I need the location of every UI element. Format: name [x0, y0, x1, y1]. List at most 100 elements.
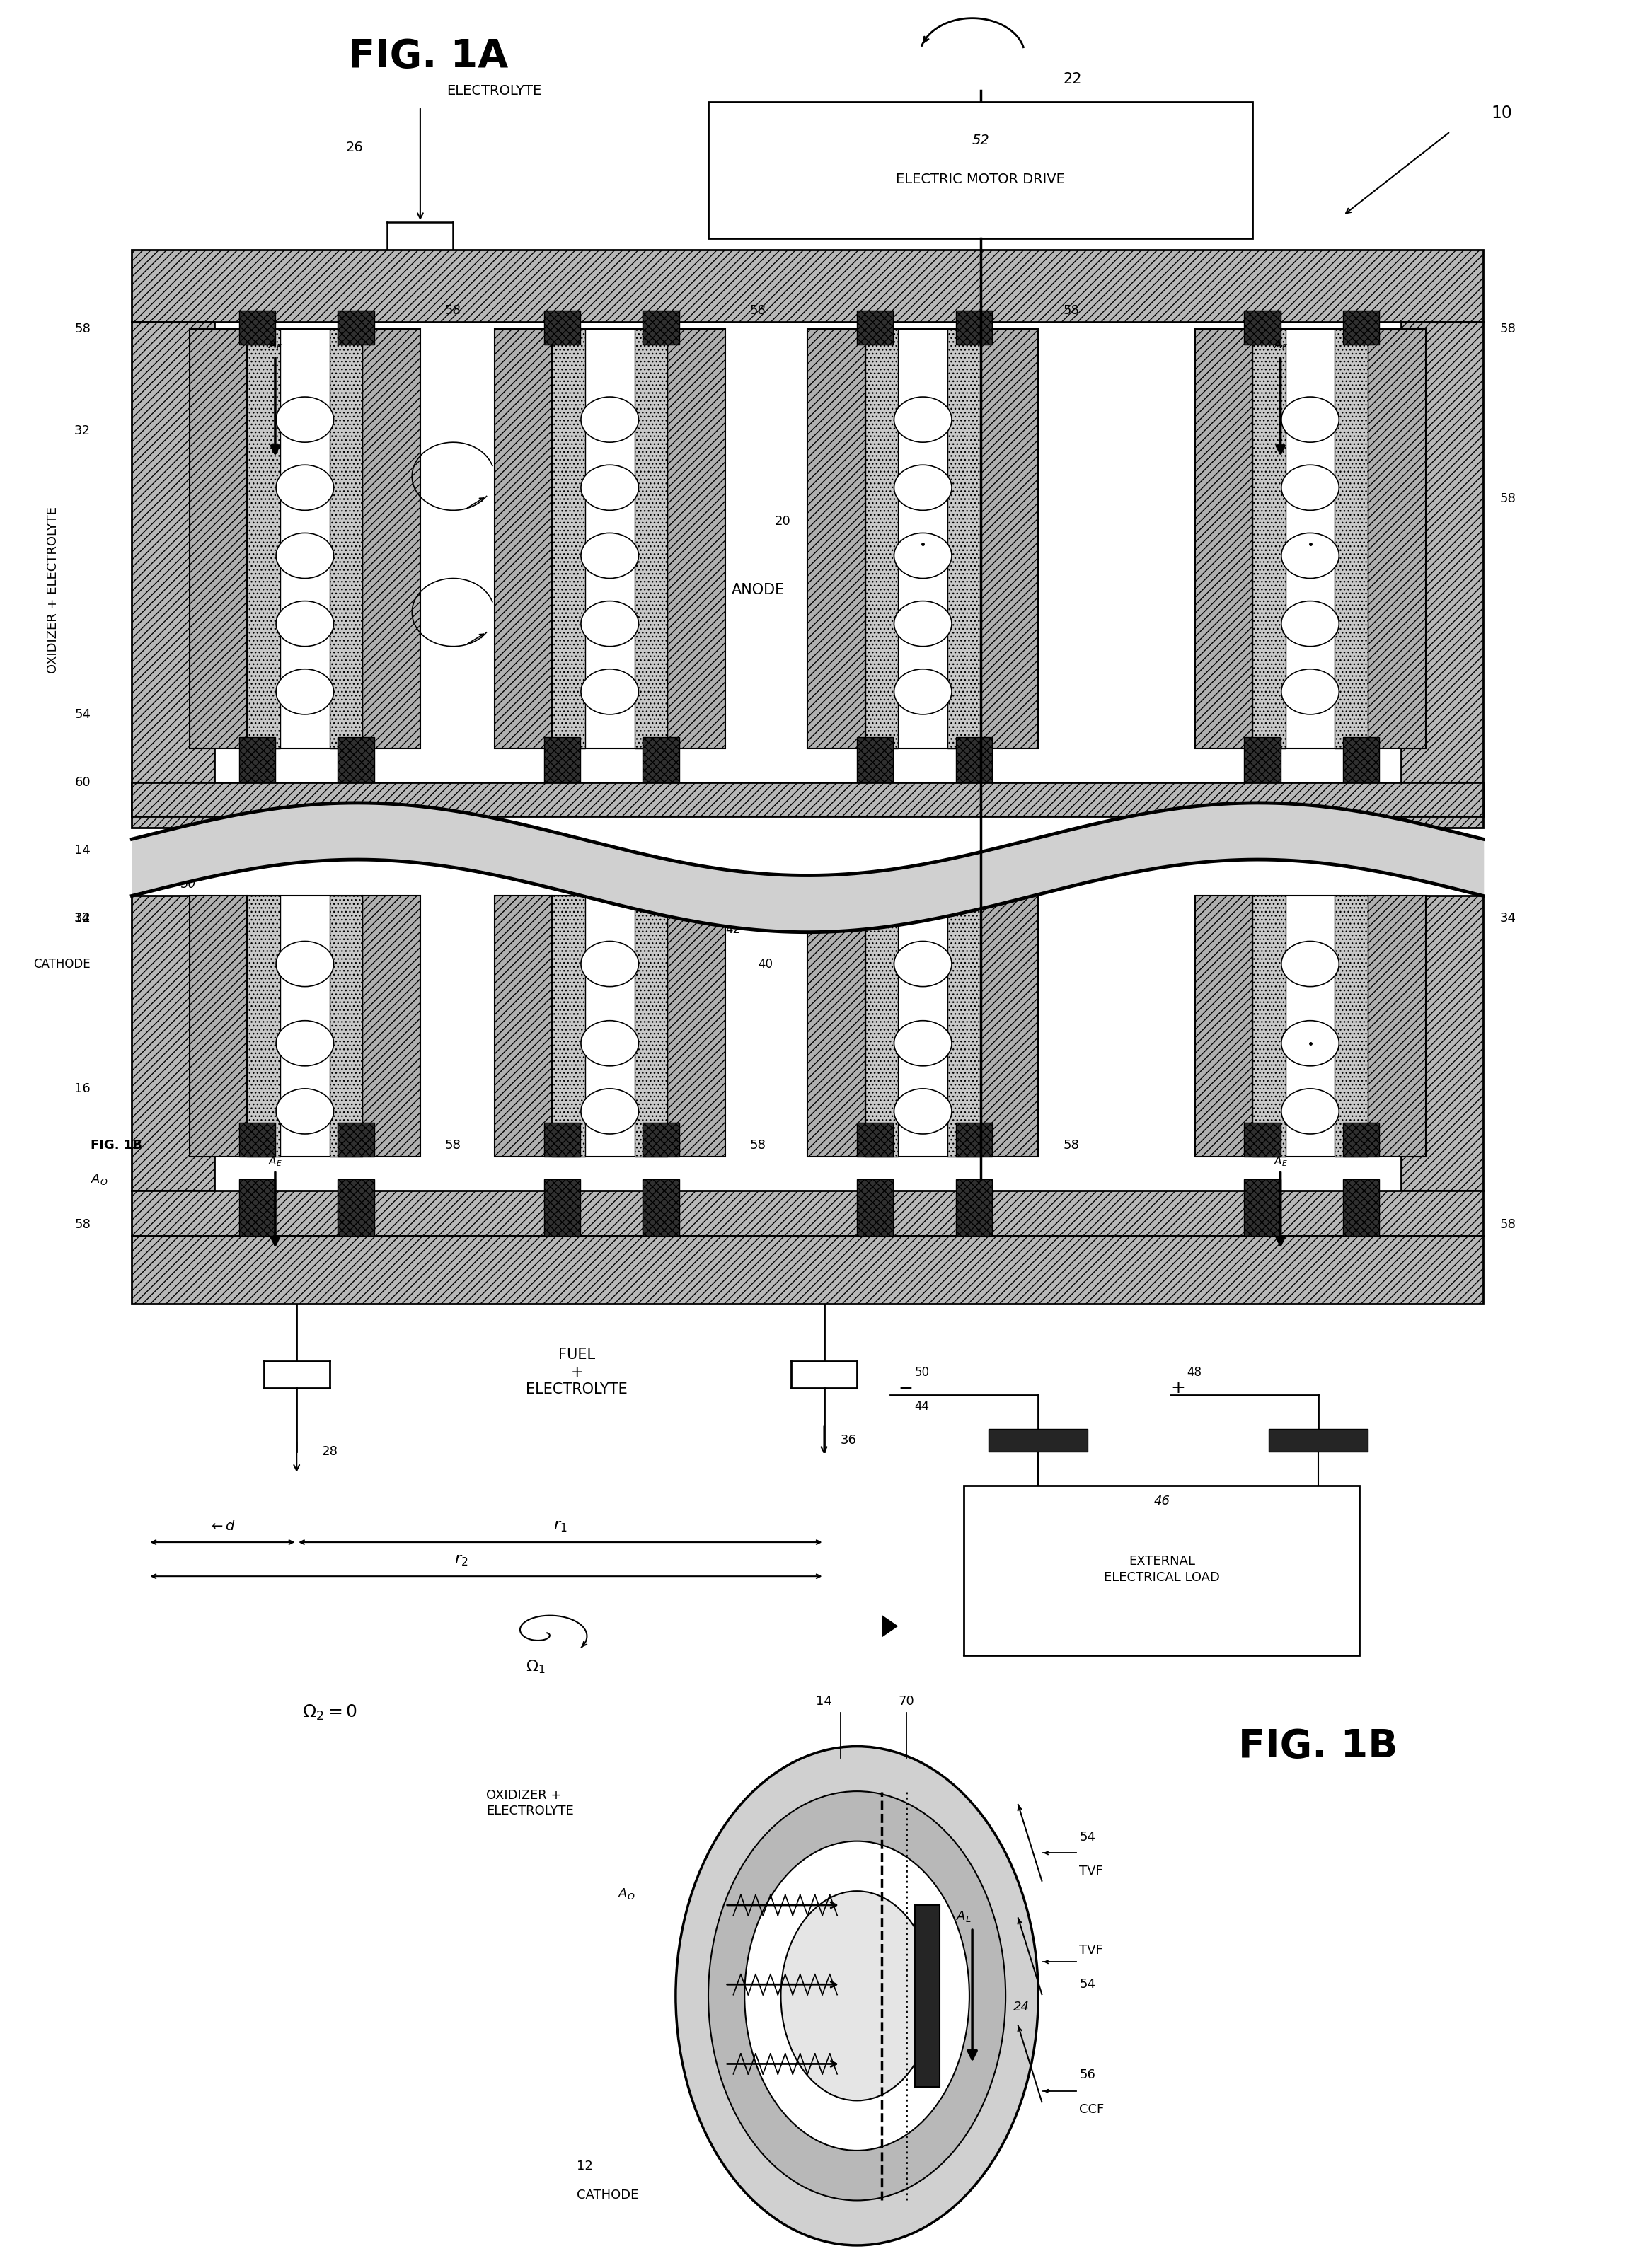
- Polygon shape: [882, 1615, 898, 1637]
- Ellipse shape: [895, 941, 953, 987]
- Ellipse shape: [277, 465, 333, 510]
- Text: 18: 18: [709, 549, 725, 562]
- Bar: [552, 329, 585, 748]
- Text: $A_E$: $A_E$: [956, 1910, 972, 1923]
- Circle shape: [745, 1842, 969, 2150]
- Bar: [643, 311, 679, 345]
- Bar: [1343, 311, 1379, 345]
- Ellipse shape: [277, 397, 333, 442]
- Text: 60: 60: [74, 776, 91, 789]
- Bar: [857, 311, 893, 345]
- Bar: [544, 1123, 580, 1157]
- Bar: [239, 1179, 275, 1236]
- Text: $A_E$: $A_E$: [269, 338, 282, 352]
- Text: 26: 26: [346, 141, 364, 154]
- Ellipse shape: [895, 1021, 953, 1066]
- Bar: [808, 896, 865, 1157]
- Text: CATHODE: CATHODE: [33, 957, 91, 971]
- Text: 38: 38: [297, 1093, 313, 1107]
- Ellipse shape: [277, 669, 333, 714]
- Text: 56: 56: [1079, 2068, 1096, 2082]
- Ellipse shape: [895, 669, 953, 714]
- Text: 38: 38: [602, 1093, 618, 1107]
- Text: 58: 58: [1500, 492, 1516, 506]
- Ellipse shape: [895, 601, 953, 646]
- Bar: [1335, 896, 1368, 1157]
- Text: 34: 34: [1500, 912, 1516, 925]
- Bar: [634, 329, 667, 748]
- Bar: [247, 329, 363, 748]
- Bar: [709, 102, 1252, 238]
- Bar: [643, 737, 679, 782]
- Bar: [552, 896, 667, 1157]
- Bar: [989, 1429, 1088, 1452]
- Text: $r_2$: $r_2$: [455, 1554, 468, 1567]
- Text: 46: 46: [1154, 1495, 1170, 1508]
- Circle shape: [781, 1892, 933, 2100]
- Ellipse shape: [580, 1089, 639, 1134]
- Text: FIG. 1B: FIG. 1B: [1239, 1728, 1398, 1765]
- Text: 58: 58: [1063, 1139, 1079, 1152]
- Text: 58: 58: [1063, 304, 1079, 318]
- Bar: [544, 311, 580, 345]
- Text: 44: 44: [915, 1399, 929, 1413]
- Text: 34: 34: [74, 912, 91, 925]
- Bar: [1244, 737, 1280, 782]
- Bar: [667, 896, 725, 1157]
- Text: 12: 12: [577, 2159, 593, 2173]
- Text: 14: 14: [816, 1694, 832, 1708]
- Bar: [915, 1905, 939, 2087]
- Bar: [857, 1179, 893, 1236]
- Bar: [1368, 329, 1426, 748]
- Bar: [1252, 329, 1285, 748]
- Bar: [132, 1236, 1483, 1304]
- Text: $-$: $-$: [898, 1379, 913, 1397]
- Text: 54: 54: [1079, 1978, 1096, 1991]
- Bar: [338, 737, 374, 782]
- Text: FIG. 1B: FIG. 1B: [91, 1139, 142, 1152]
- Text: 24: 24: [1269, 934, 1284, 948]
- Bar: [247, 896, 363, 1157]
- Bar: [1343, 1123, 1379, 1157]
- Ellipse shape: [580, 1021, 639, 1066]
- Text: 10: 10: [1491, 104, 1513, 122]
- Bar: [1252, 896, 1368, 1157]
- Text: 16: 16: [74, 1082, 91, 1095]
- Ellipse shape: [277, 1021, 333, 1066]
- Text: 52: 52: [972, 134, 989, 147]
- Bar: [865, 896, 981, 1157]
- Text: FIG. 1A: FIG. 1A: [348, 39, 509, 75]
- Ellipse shape: [277, 941, 333, 987]
- Text: ANODE: ANODE: [732, 583, 784, 596]
- Ellipse shape: [895, 1089, 953, 1134]
- Bar: [1269, 1429, 1368, 1452]
- Text: 58: 58: [74, 1218, 91, 1232]
- Text: 28: 28: [321, 1445, 338, 1458]
- Bar: [338, 1179, 374, 1236]
- Bar: [330, 329, 363, 748]
- Text: 58: 58: [445, 1139, 461, 1152]
- Bar: [338, 1123, 374, 1157]
- Bar: [132, 782, 1483, 816]
- Circle shape: [709, 1792, 1005, 2200]
- Text: 20: 20: [775, 515, 791, 528]
- Ellipse shape: [580, 397, 639, 442]
- Text: 58: 58: [1500, 322, 1516, 336]
- Text: EXTERNAL
ELECTRICAL LOAD: EXTERNAL ELECTRICAL LOAD: [1104, 1556, 1220, 1583]
- Ellipse shape: [895, 533, 953, 578]
- Bar: [981, 329, 1038, 748]
- Text: OXIDIZER + ELECTROLYTE: OXIDIZER + ELECTROLYTE: [46, 506, 59, 674]
- Ellipse shape: [895, 465, 953, 510]
- Text: CCF: CCF: [1079, 2102, 1104, 2116]
- Bar: [948, 329, 981, 748]
- Text: $\Omega_2 = 0$: $\Omega_2 = 0$: [302, 1703, 358, 1721]
- Bar: [552, 896, 585, 1157]
- Text: ELECTROLYTE: ELECTROLYTE: [447, 84, 542, 98]
- Text: $r_1$: $r_1$: [554, 1520, 567, 1533]
- Text: 22: 22: [1063, 73, 1081, 86]
- Text: $A_E$: $A_E$: [1274, 338, 1287, 352]
- Bar: [1195, 896, 1252, 1157]
- Bar: [190, 896, 247, 1157]
- Text: $A_E$: $A_E$: [269, 1154, 282, 1168]
- Bar: [956, 1179, 992, 1236]
